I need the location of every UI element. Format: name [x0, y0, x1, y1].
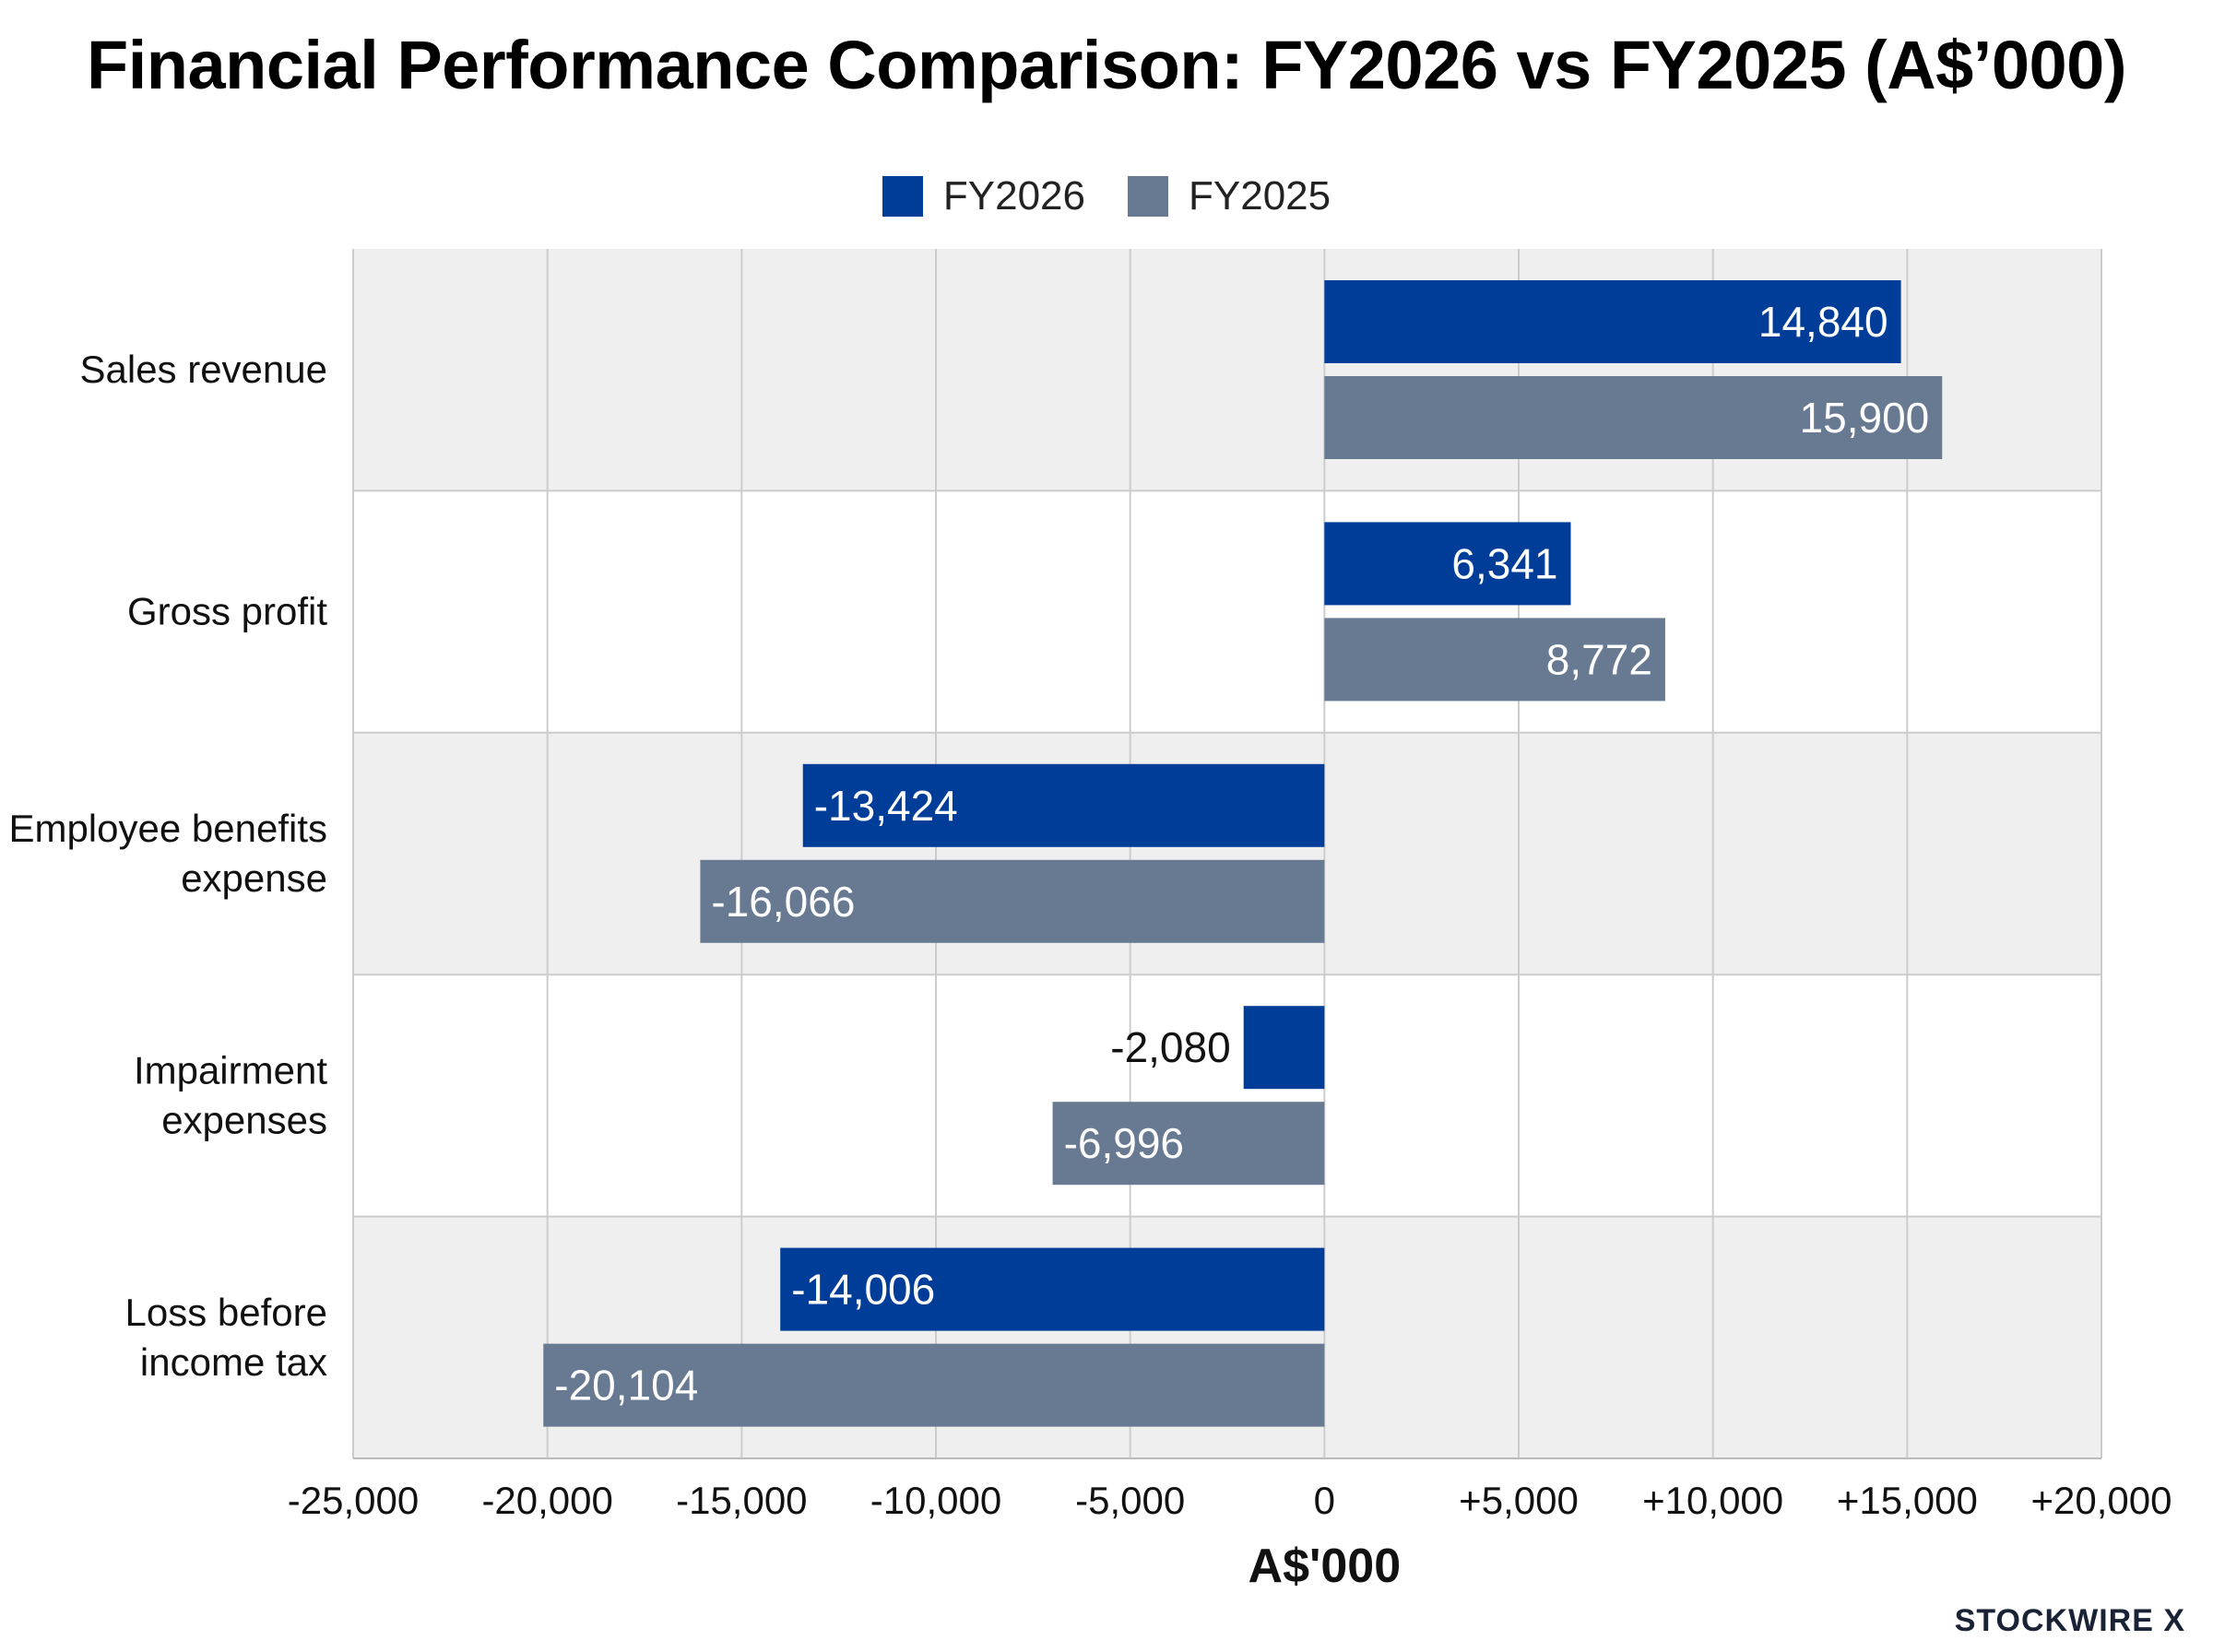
x-axis-title: A$'000 [1249, 1540, 1402, 1593]
x-tick-label: +15,000 [1837, 1479, 1978, 1522]
data-label-fy2026: 14,840 [1758, 298, 1888, 346]
category-band [353, 490, 2101, 733]
x-tick-label: -10,000 [870, 1479, 1001, 1522]
x-tick-label: -25,000 [288, 1479, 419, 1522]
category-label: Impairment expenses [134, 1048, 327, 1141]
bar-fy2025 [1052, 1102, 1325, 1186]
bar-fy2025 [700, 859, 1325, 943]
x-tick-label: +20,000 [2031, 1479, 2172, 1522]
legend-swatch-fy2025 [1128, 176, 1168, 217]
data-label-fy2025: -16,066 [711, 878, 855, 926]
category-label: Loss before income tax [125, 1291, 327, 1384]
legend-label-fy2026: FY2026 [942, 173, 1085, 218]
bar-fy2025 [543, 1343, 1325, 1427]
legend-label-fy2025: FY2025 [1189, 173, 1331, 218]
category-label: Sales revenue [79, 348, 327, 391]
bar-fy2026 [1243, 1006, 1325, 1090]
legend-item-fy2025[interactable]: FY2025 [1128, 173, 1331, 219]
category-label: Employee benefits expense [8, 807, 327, 900]
x-tick-label: -5,000 [1075, 1479, 1185, 1522]
bar-fy2026 [1324, 280, 1901, 363]
bar-fy2026 [1324, 522, 1571, 606]
legend-swatch-fy2026 [882, 176, 923, 217]
category-label: Gross profit [127, 590, 327, 633]
x-tick-label: 0 [1314, 1479, 1335, 1522]
data-label-fy2026: -2,080 [1110, 1023, 1230, 1071]
x-tick-label: -15,000 [676, 1479, 807, 1522]
bar-fy2026 [802, 763, 1325, 847]
chart-legend: FY2026 FY2025 [0, 173, 2213, 219]
x-tick-label: +10,000 [1642, 1479, 1783, 1522]
data-label-fy2025: -20,104 [554, 1362, 698, 1410]
x-tick-label: -20,000 [481, 1479, 612, 1522]
chart-title: Financial Performance Comparison: FY2026… [87, 27, 2126, 103]
data-label-fy2026: 6,341 [1451, 539, 1557, 587]
data-label-fy2025: 8,772 [1546, 635, 1652, 683]
x-tick-label: +5,000 [1459, 1479, 1579, 1522]
data-label-fy2025: 15,900 [1800, 394, 1930, 442]
bar-fy2026 [780, 1247, 1325, 1331]
data-label-fy2025: -6,996 [1064, 1119, 1184, 1167]
legend-item-fy2026[interactable]: FY2026 [882, 173, 1085, 219]
bar-fy2025 [1324, 618, 1665, 702]
stockwire-logo: STOCKWIRE X [1954, 1603, 2185, 1638]
data-label-fy2026: -13,424 [814, 782, 958, 830]
bar-fy2025 [1324, 376, 1943, 459]
data-label-fy2026: -14,006 [791, 1266, 935, 1314]
